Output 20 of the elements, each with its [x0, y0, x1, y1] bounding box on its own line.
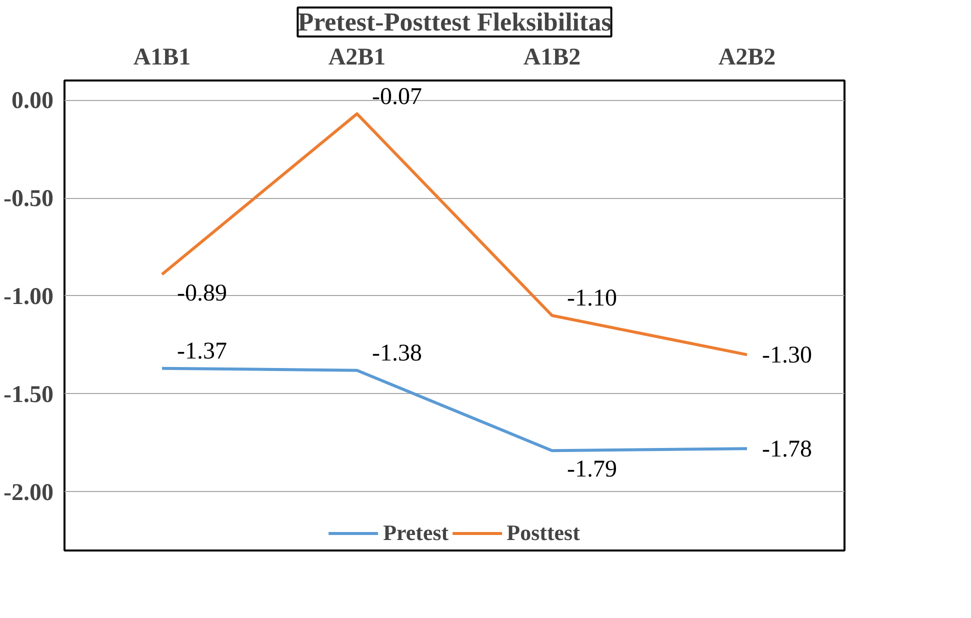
y-tick-label: -0.50 — [4, 186, 54, 212]
data-label: -1.79 — [567, 456, 617, 483]
x-tick-label: A2B1 — [328, 44, 386, 70]
x-tick-label: A1B1 — [133, 44, 191, 70]
legend-label: Posttest — [506, 520, 580, 546]
data-label: -0.89 — [177, 280, 227, 306]
data-label: -0.07 — [372, 84, 422, 110]
legend-label: Pretest — [383, 520, 449, 546]
y-tick-label: -1.50 — [4, 382, 54, 408]
data-label: -1.78 — [762, 436, 812, 463]
y-tick-label: 0.00 — [12, 88, 54, 114]
data-label: -1.38 — [372, 340, 422, 366]
data-label: -1.30 — [762, 342, 812, 369]
y-tick-label: -2.00 — [4, 480, 54, 506]
line-series — [160, 366, 748, 452]
x-tick-label: A1B2 — [523, 44, 581, 70]
y-tick-label: -1.00 — [4, 284, 54, 310]
x-tick-label: A2B2 — [718, 44, 776, 70]
data-label: -1.10 — [567, 286, 617, 312]
data-label: -1.37 — [177, 338, 227, 364]
